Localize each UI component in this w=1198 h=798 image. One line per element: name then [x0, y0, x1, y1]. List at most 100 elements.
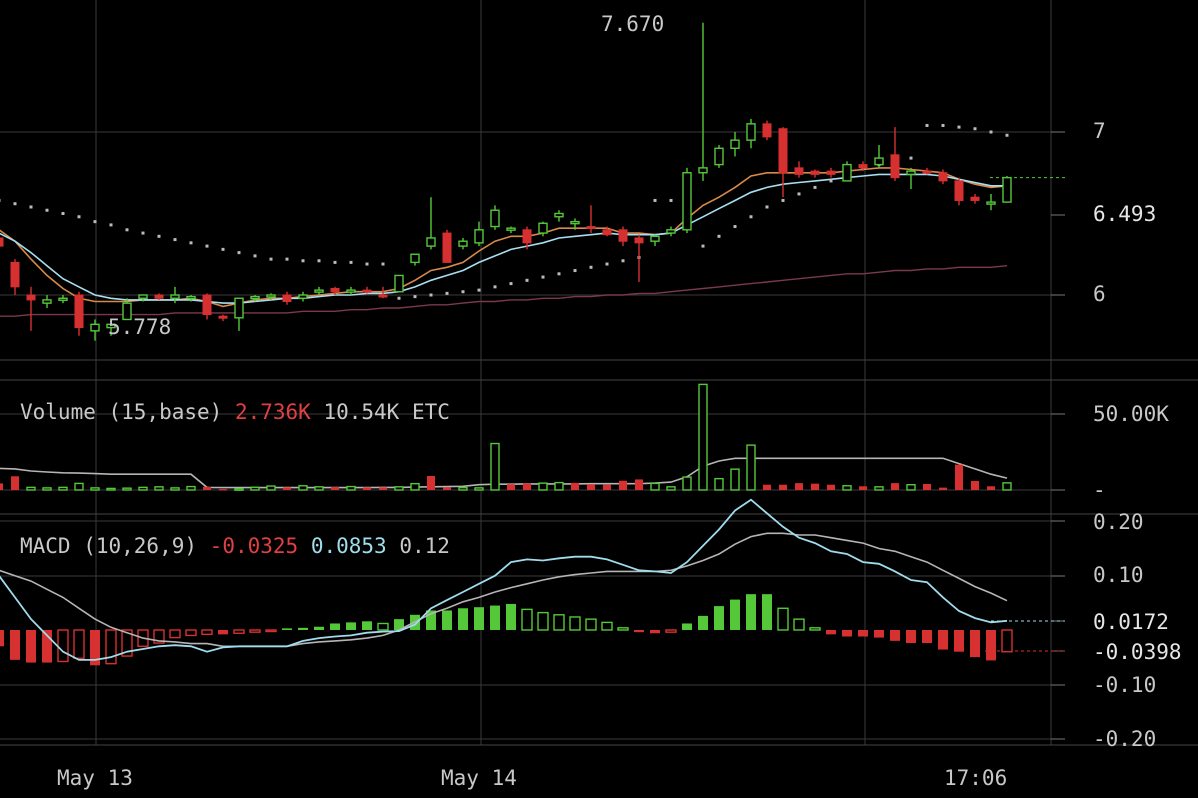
candle-body-down	[826, 170, 836, 175]
long-ma-line	[0, 265, 1008, 317]
macd-histogram-bar	[762, 594, 772, 630]
macd-histogram-bar	[1001, 629, 1013, 653]
macd-histogram-bar	[842, 630, 852, 637]
sar-dot	[45, 208, 49, 212]
candle-body-down	[26, 294, 36, 301]
macd-histogram-bar	[553, 614, 565, 631]
volume-bar	[11, 476, 19, 490]
macd-line	[0, 498, 1008, 661]
sar-dot	[413, 295, 417, 299]
volume-bar	[779, 484, 787, 490]
sar-dot	[477, 288, 481, 292]
volume-bar	[42, 487, 52, 491]
macd-histogram-bar	[682, 623, 692, 630]
candle-body-up	[410, 253, 420, 264]
candle-body-down	[970, 196, 980, 201]
macd-histogram-bar	[185, 629, 197, 637]
macd-legend: MACD (10,26,9) -0.0325 0.0853 0.12	[20, 536, 450, 557]
volume-average-line	[0, 457, 1008, 489]
sar-dot	[397, 296, 401, 300]
sar-dot	[173, 238, 177, 242]
volume-bar	[650, 482, 660, 491]
macd-histogram-bar	[57, 629, 69, 663]
volume-bar	[346, 485, 356, 491]
sar-dot	[909, 156, 913, 160]
volume-title: Volume (15,base)	[20, 400, 223, 424]
candle-body-down	[922, 170, 932, 174]
candle-body-up	[458, 240, 468, 247]
sar-dot	[93, 220, 97, 224]
sar-dot	[973, 127, 977, 131]
volume-bar	[698, 383, 708, 491]
volume-bar	[523, 483, 531, 490]
volume-bar	[314, 486, 324, 491]
sar-dot	[557, 272, 561, 276]
volume-bar	[842, 485, 852, 491]
sar-dot	[509, 282, 513, 286]
candle-body-up	[490, 209, 500, 228]
macd-histogram-bar	[218, 630, 228, 635]
candle-body-down	[442, 232, 452, 263]
volume-bar	[394, 486, 404, 491]
volume-bar	[363, 487, 371, 490]
sar-dot	[765, 205, 769, 209]
candle-body-up	[42, 299, 52, 304]
volume-bar	[906, 484, 916, 491]
candle-body-down	[634, 237, 644, 244]
sar-dot	[589, 265, 593, 269]
sar-dot	[0, 198, 1, 202]
macd-histogram-bar	[890, 630, 900, 641]
volume-legend: Volume (15,base) 2.736K 10.54K ETC	[20, 402, 450, 423]
volume-bar	[811, 483, 819, 490]
sar-dot	[317, 259, 321, 263]
macd-axis-tick-0.10: 0.10	[1093, 563, 1144, 587]
candle-body-down	[282, 294, 292, 303]
volume-bar	[298, 485, 308, 491]
candle-body-up	[474, 229, 484, 244]
candle-body-up	[186, 295, 196, 300]
volume-bar	[507, 484, 515, 490]
volume-bar	[410, 482, 420, 491]
volume-bar	[666, 486, 676, 491]
macd-histogram-bar	[233, 629, 245, 634]
macd-histogram-bar	[938, 630, 948, 650]
last-price-label: 6.493	[1093, 202, 1157, 226]
candle-body-up	[874, 157, 884, 166]
volume-bar	[891, 483, 899, 490]
macd-histogram-bar	[249, 629, 261, 633]
candle-body-up	[426, 237, 436, 247]
candle-body-up	[906, 170, 916, 176]
volume-bar	[203, 486, 211, 490]
volume-bar	[538, 482, 548, 491]
macd-histogram-bar	[521, 608, 533, 631]
sar-dot	[749, 215, 753, 219]
candle-body-down	[154, 294, 164, 299]
volume-average: 10.54K ETC	[323, 400, 450, 424]
macd-histogram-bar	[698, 615, 708, 630]
macd-axis-tick-neg0.20: -0.20	[1093, 727, 1157, 751]
volume-bar	[554, 481, 564, 491]
sar-dot	[77, 215, 81, 219]
fast-ma-line	[0, 167, 1008, 308]
time-axis-tick-may13: May 13	[57, 766, 133, 790]
sar-dot	[13, 202, 17, 206]
volume-bar	[154, 486, 164, 491]
volume-bar	[186, 485, 196, 491]
sar-dot	[957, 125, 961, 129]
macd-histogram-bar	[986, 630, 996, 661]
volume-bar	[571, 482, 579, 490]
candle-body-down	[10, 261, 20, 288]
macd-third-value: 0.12	[399, 534, 450, 558]
macd-histogram-bar	[809, 627, 821, 631]
volume-bar	[587, 484, 595, 490]
volume-bar	[138, 486, 148, 491]
volume-bar	[234, 487, 244, 491]
time-axis-tick-may14: May 14	[441, 766, 517, 790]
macd-histogram-bar	[201, 629, 213, 636]
macd-histogram-bar	[826, 630, 836, 635]
sar-dot	[541, 275, 545, 279]
candle-body-up	[682, 172, 692, 231]
macd-histogram-bar	[617, 627, 629, 631]
candle-body-up	[1002, 176, 1012, 203]
